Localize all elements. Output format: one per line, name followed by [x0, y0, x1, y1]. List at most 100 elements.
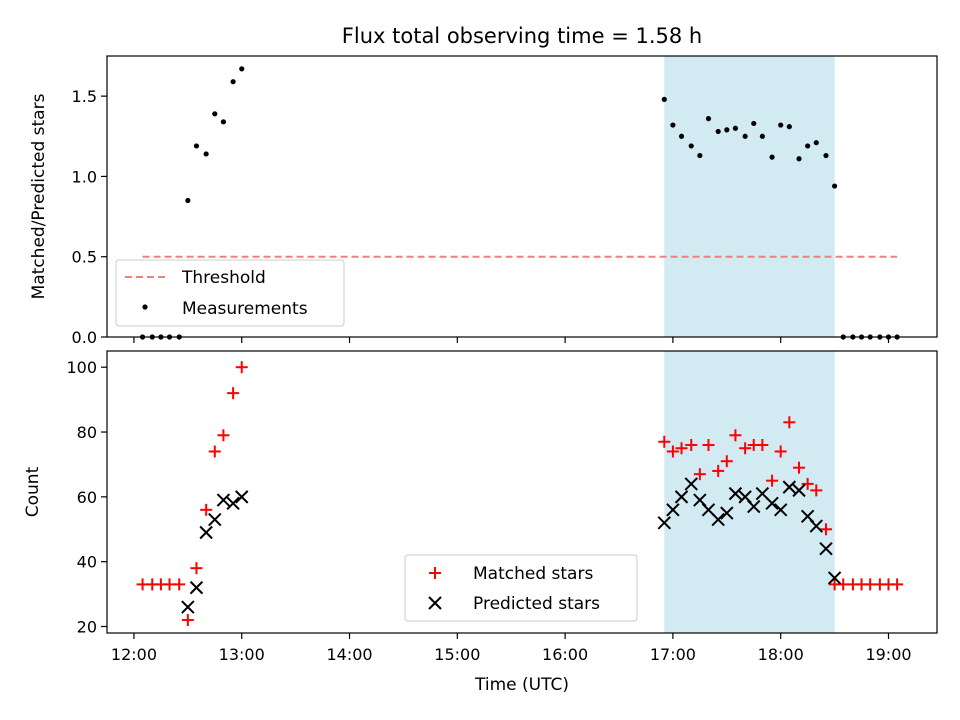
predicted-stars-point: [728, 486, 743, 501]
measurements-point: [831, 183, 838, 189]
predicted-stars-point: [792, 483, 806, 498]
ratio-y-axis-label: Matched/Predicted stars: [29, 93, 49, 299]
legend-predicted-label: Predicted stars: [473, 594, 600, 614]
matched-stars-point: [793, 461, 806, 474]
predicted-stars-point: [226, 496, 240, 511]
matched-stars-point: [783, 416, 796, 429]
predicted-stars-point: [684, 477, 698, 491]
matched-stars-point: [200, 503, 213, 516]
matched-stars-point: [739, 442, 752, 455]
matched-stars-point: [891, 578, 904, 591]
count-x-tick-label: 15:00: [434, 645, 480, 664]
measurements-point: [697, 152, 703, 159]
measurements-point: [705, 116, 712, 122]
count-legend: Matched stars Predicted stars: [404, 554, 638, 622]
measurements-point: [786, 124, 792, 130]
measurements-point: [239, 66, 245, 72]
measurements-point: [796, 156, 802, 162]
measurements-point: [759, 133, 765, 139]
count-x-tick-label: 17:00: [650, 645, 696, 664]
count-x-tick-label: 12:00: [111, 645, 157, 664]
matched-stars-point: [810, 484, 823, 497]
matched-stars-point: [208, 445, 221, 458]
legend-predicted-marker: [428, 596, 442, 610]
matched-stars-point: [801, 477, 814, 490]
ratio-plot-frame: [106, 55, 938, 338]
predicted-stars-point: [666, 503, 680, 517]
matched-stars-point: [666, 445, 679, 458]
matched-stars-point: [766, 474, 779, 487]
measurements-point: [724, 127, 730, 133]
measurements-point: [805, 143, 811, 149]
matched-stars-point: [658, 435, 671, 448]
matched-stars-point: [712, 464, 725, 477]
predicted-stars-point: [674, 490, 689, 504]
predicted-stars-point: [782, 480, 797, 494]
matched-stars-point: [181, 614, 194, 627]
predicted-stars-point: [765, 496, 779, 511]
matched-stars-point: [235, 361, 248, 374]
measurements-point: [678, 133, 685, 139]
matched-stars-point: [675, 442, 688, 455]
ratio-legend: Threshold Measurements: [115, 259, 345, 327]
measurements-point: [185, 197, 191, 204]
count-x-tick-label: 18:00: [758, 645, 804, 664]
predicted-stars-point: [216, 493, 231, 507]
matched-stars-point: [729, 429, 742, 442]
measurements-point: [203, 151, 209, 157]
ratio-y-tick-label: 0.5: [72, 248, 97, 267]
matched-stars-point: [227, 387, 240, 400]
matched-stars-point: [217, 429, 230, 442]
matched-stars-point: [819, 523, 832, 536]
ratio-shaded-region: [664, 56, 835, 337]
matched-stars-point: [685, 439, 698, 451]
legend-measurements-marker: [142, 304, 148, 310]
legend-matched-label: Matched stars: [473, 564, 593, 584]
predicted-stars-point: [235, 490, 249, 504]
chart-title: Flux total observing time = 1.58 h: [342, 24, 702, 48]
predicted-stars-point: [819, 542, 833, 556]
measurements-point: [742, 133, 748, 139]
predicted-stars-point: [189, 580, 204, 595]
predicted-stars-point: [809, 519, 823, 533]
count-y-tick-label: 20: [77, 618, 97, 637]
ratio-y-tick-label: 1.5: [72, 87, 97, 106]
legend-threshold-label: Threshold: [181, 268, 266, 288]
measurements-point: [732, 125, 739, 131]
predicted-stars-point: [773, 503, 788, 517]
measurements-point: [193, 143, 200, 149]
measurements-point: [715, 128, 721, 135]
ratio-panel: Flux total observing time = 1.58 h 0.0 0.…: [29, 24, 938, 347]
matched-stars-point: [702, 439, 715, 451]
measurements-point: [212, 111, 218, 117]
measurements-point: [778, 122, 784, 128]
predicted-stars-point: [720, 506, 734, 520]
predicted-stars-point: [827, 571, 842, 585]
predicted-stars-point: [208, 512, 222, 527]
predicted-stars-point: [711, 512, 725, 527]
matched-stars-point: [756, 439, 769, 451]
matched-stars-point: [774, 445, 787, 458]
ratio-y-tick-label: 0.0: [72, 328, 97, 347]
measurements-point: [751, 120, 757, 127]
measurements-point: [661, 96, 667, 102]
predicted-stars-point: [199, 525, 213, 540]
legend-measurements-label: Measurements: [182, 299, 308, 319]
matched-stars-point: [173, 578, 186, 591]
matched-stars-point: [720, 455, 733, 468]
predicted-stars-point: [747, 499, 761, 514]
matched-stars-point: [190, 562, 203, 575]
measurements-point: [688, 143, 694, 149]
measurements-point: [823, 152, 829, 159]
count-x-tick-label: 16:00: [542, 645, 588, 664]
ratio-y-tick-label: 1.0: [72, 167, 97, 186]
count-x-tick-label: 14:00: [326, 645, 372, 664]
measurements-point: [813, 140, 819, 146]
predicted-stars-point: [657, 516, 671, 530]
measurements-point: [670, 122, 676, 128]
count-y-tick-label: 60: [77, 488, 97, 507]
predicted-stars-point: [181, 600, 195, 614]
measurements-point: [220, 119, 227, 125]
count-y-tick-label: 80: [77, 423, 97, 442]
legend-matched-marker: [429, 567, 441, 579]
